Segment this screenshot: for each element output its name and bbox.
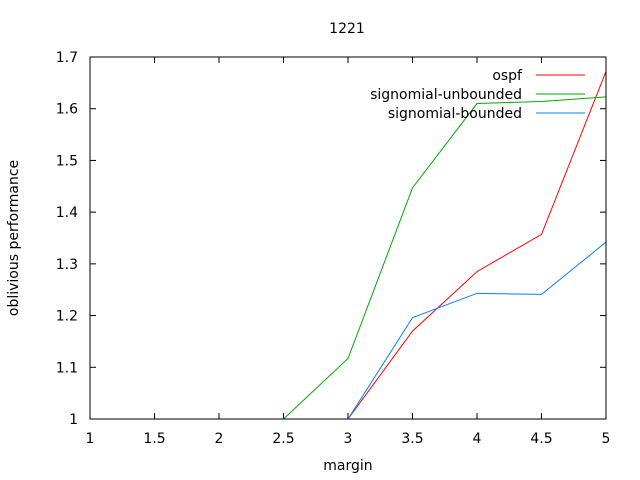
chart-title: 1221 <box>329 21 365 37</box>
plot-frame <box>89 56 607 420</box>
x-tick-label: 1 <box>86 431 95 447</box>
x-tick-label: 3 <box>344 431 353 447</box>
legend: ospf signomial-unbounded signomial-bounded <box>370 68 585 122</box>
y-tick-label: 1.1 <box>56 360 78 376</box>
y-tick-label: 1 <box>69 412 78 428</box>
x-axis-label: margin <box>323 458 372 474</box>
y-tick-label: 1.5 <box>56 153 78 169</box>
x-tick-label: 2.5 <box>272 431 294 447</box>
x-tick-label: 1.5 <box>143 431 165 447</box>
series-line-3 <box>90 241 607 420</box>
series-line-2 <box>90 96 607 420</box>
x-tick-label: 4 <box>473 431 482 447</box>
legend-label: signomial-unbounded <box>370 87 522 103</box>
x-tick-label: 4.5 <box>530 431 552 447</box>
series-line-1 <box>90 71 607 420</box>
x-tick-label: 5 <box>602 431 611 447</box>
x-tick-label: 2 <box>215 431 224 447</box>
y-tick-label: 1.4 <box>56 205 78 221</box>
legend-label: signomial-bounded <box>388 106 522 122</box>
y-tick-label: 1.6 <box>56 102 78 118</box>
y-tick-label: 1.7 <box>56 50 78 66</box>
y-tick-label: 1.3 <box>56 257 78 273</box>
legend-label: ospf <box>492 68 523 84</box>
y-tick-label: 1.2 <box>56 309 78 325</box>
y-axis-label: oblivious performance <box>6 160 22 316</box>
x-tick-label: 3.5 <box>401 431 423 447</box>
